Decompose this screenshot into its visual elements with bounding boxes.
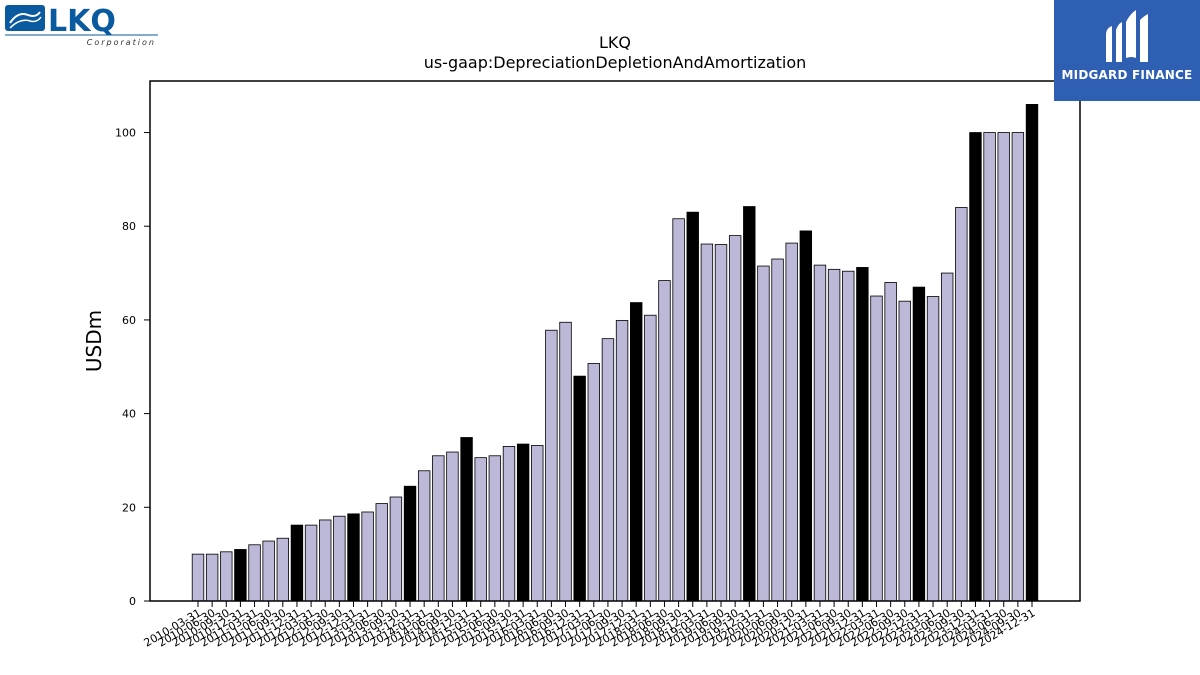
bar-2011-06-30: [262, 540, 275, 602]
bar-2023-09-30: [955, 207, 968, 602]
bar-2019-06-30: [714, 244, 728, 602]
y-tick-label: 0: [129, 595, 136, 608]
bar-2015-12-31: [516, 443, 530, 602]
bar-2010-06-30: [205, 553, 219, 602]
bar-2022-06-30: [884, 282, 897, 602]
bar-2018-03-31: [644, 314, 657, 602]
bar-2013-03-31: [361, 511, 374, 602]
midgard-brand-name: MIDGARD FINANCE: [1061, 68, 1193, 82]
bar-2016-09-30: [559, 321, 572, 602]
bar-2011-12-31: [290, 524, 304, 602]
bar-2014-06-30: [432, 455, 445, 602]
bar-2013-06-30: [375, 503, 388, 602]
lkq-logo-subtext: Corporation: [87, 38, 156, 47]
bar-2020-12-31: [799, 230, 813, 602]
bar-2012-12-31: [347, 513, 360, 602]
bar-2019-03-31: [700, 243, 714, 602]
bar-2023-12-31: [969, 132, 982, 602]
bar-2012-09-30: [333, 515, 346, 602]
y-tick-label: 20: [122, 501, 136, 514]
bar-2012-06-30: [319, 519, 332, 602]
bar-2014-09-30: [446, 451, 459, 602]
y-tick-label: 80: [122, 220, 136, 233]
bar-2015-09-30: [502, 446, 516, 602]
bar-2019-12-31: [743, 206, 756, 602]
y-tick-label: 40: [122, 408, 136, 421]
bar-series: [191, 104, 1039, 602]
bar-2022-12-31: [912, 286, 926, 602]
bar-2016-12-31: [573, 375, 586, 602]
bar-2017-03-31: [587, 363, 600, 602]
bar-2015-03-31: [474, 457, 487, 602]
bar-2024-09-30: [1011, 132, 1025, 602]
bar-2021-12-31: [856, 267, 869, 602]
bar-2015-06-30: [488, 455, 502, 602]
bar-2012-03-31: [304, 524, 318, 602]
bar-2013-09-30: [389, 496, 403, 602]
bar-2018-12-31: [686, 211, 699, 602]
plot-frame: [149, 80, 1081, 602]
bar-2020-09-30: [785, 242, 798, 602]
midgard-finance-logo: MIDGARD FINANCE: [1054, 0, 1200, 101]
bar-2023-03-31: [926, 296, 940, 602]
bar-2022-09-30: [898, 300, 911, 602]
bar-2018-09-30: [672, 218, 685, 602]
x-axis-ticks: 2010-03-312010-06-302010-09-302010-12-31…: [142, 601, 1038, 650]
bar-2024-03-31: [983, 132, 996, 602]
bar-2020-06-30: [771, 258, 784, 602]
bar-2023-06-30: [940, 272, 954, 602]
bar-2022-03-31: [870, 295, 883, 602]
midgard-emblem-icon: [1106, 10, 1148, 62]
lkq-logo: LKQ Corporation: [4, 3, 160, 47]
bar-2024-12-31: [1025, 104, 1039, 602]
y-axis-ticks: 0 20 40 60 80 100: [115, 127, 150, 608]
bar-2017-12-31: [630, 302, 643, 602]
bar-2013-12-31: [403, 485, 417, 602]
bar-2010-03-31: [191, 553, 205, 602]
lkq-logo-graphic: LKQ Corporation: [5, 4, 158, 47]
bar-2016-03-31: [531, 445, 544, 602]
y-tick-label: 100: [115, 127, 136, 140]
bar-2020-03-31: [757, 265, 770, 602]
bar-2017-06-30: [601, 338, 615, 602]
bar-2017-09-30: [615, 319, 629, 602]
lkq-logo-text: LKQ: [48, 4, 116, 39]
y-tick-label: 60: [122, 314, 136, 327]
bar-2019-09-30: [728, 235, 742, 602]
bar-2021-09-30: [842, 270, 855, 602]
bar-2021-06-30: [827, 268, 841, 602]
chart-title: LKQ: [599, 33, 631, 52]
chart-subtitle: us-gaap:DepreciationDepletionAndAmortiza…: [424, 53, 807, 72]
bar-2016-06-30: [545, 329, 558, 602]
bar-2010-12-31: [234, 549, 247, 602]
y-axis-label: USDm: [82, 310, 106, 372]
bar-2010-09-30: [220, 551, 233, 602]
bar-2021-03-31: [813, 264, 827, 602]
bar-2024-06-30: [997, 132, 1010, 602]
bar-2014-03-31: [417, 470, 431, 602]
bar-2011-09-30: [276, 537, 290, 602]
bar-2014-12-31: [460, 437, 473, 602]
bar-2011-03-31: [248, 544, 261, 602]
bar-2018-06-30: [658, 280, 671, 602]
